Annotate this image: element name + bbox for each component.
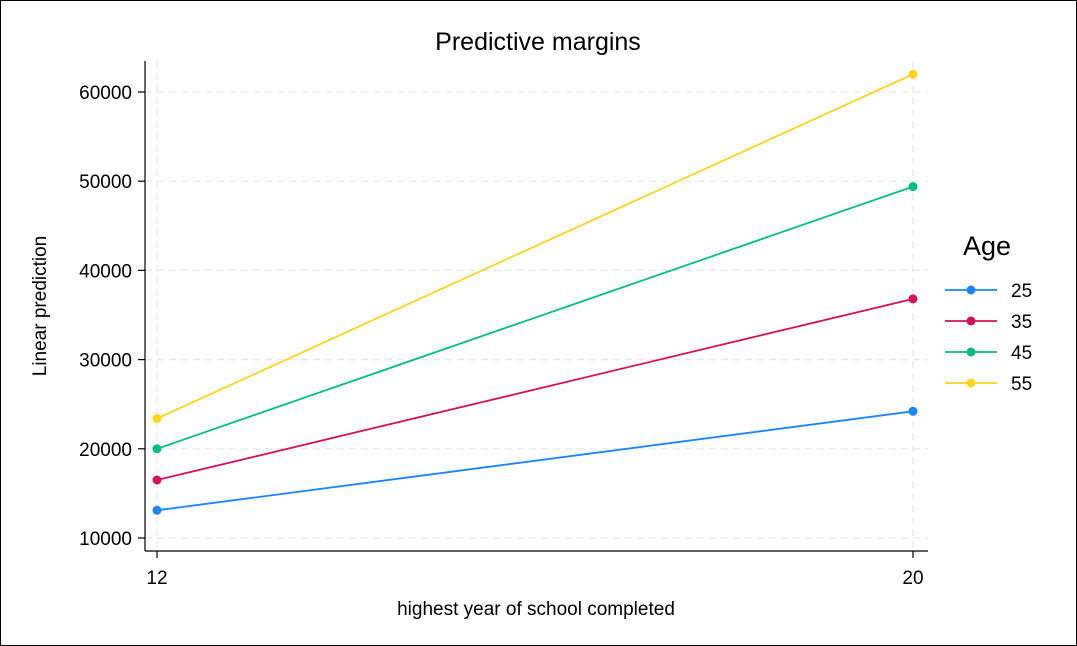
data-point-35 [152,475,162,485]
legend-item-25: 25 [945,281,1032,302]
axes-layer [144,61,928,552]
legend-title: Age [963,231,1011,261]
series-line-55 [156,73,914,420]
data-point-45 [908,182,918,192]
legend-item-55: 55 [945,374,1032,395]
y-tick-label: 40000 [79,261,132,282]
data-point-55 [152,414,162,423]
legend-label-55: 55 [1011,374,1032,395]
legend-label-35: 35 [1011,312,1032,333]
legend-marker-45 [966,347,976,357]
series-line-35 [156,298,914,481]
y-tick-label: 20000 [79,440,132,461]
x-tick-label: 12 [146,568,167,589]
series-line-25 [156,410,914,512]
y-tick-label: 60000 [79,83,132,104]
legend-item-45: 45 [945,343,1032,364]
y-tick-label: 30000 [79,351,132,372]
x-axis-title: highest year of school completed [397,599,675,620]
legend-label-45: 45 [1011,343,1032,364]
data-point-45 [152,444,162,454]
series-layer [152,69,918,515]
legend-marker-35 [966,316,976,326]
y-tick-label: 10000 [79,529,132,550]
chart-title: Predictive margins [435,28,641,56]
ticks-layer: 10000 20000 30000 40000 50000 60000 12 20 [79,83,923,589]
legend: Age 25 35 45 55 [945,231,1032,395]
x-tick-label: 20 [902,568,923,589]
data-point-25 [152,505,162,515]
series-line-45 [156,185,914,450]
data-point-55 [908,69,918,79]
data-point-35 [908,294,918,304]
legend-item-35: 35 [945,312,1032,333]
y-axis-title: Linear prediction [30,236,51,376]
grid-layer [145,61,928,551]
data-point-25 [908,406,918,416]
legend-label-25: 25 [1011,281,1032,302]
y-tick-label: 50000 [79,172,132,193]
legend-marker-25 [966,285,976,295]
legend-marker-55 [966,378,976,388]
